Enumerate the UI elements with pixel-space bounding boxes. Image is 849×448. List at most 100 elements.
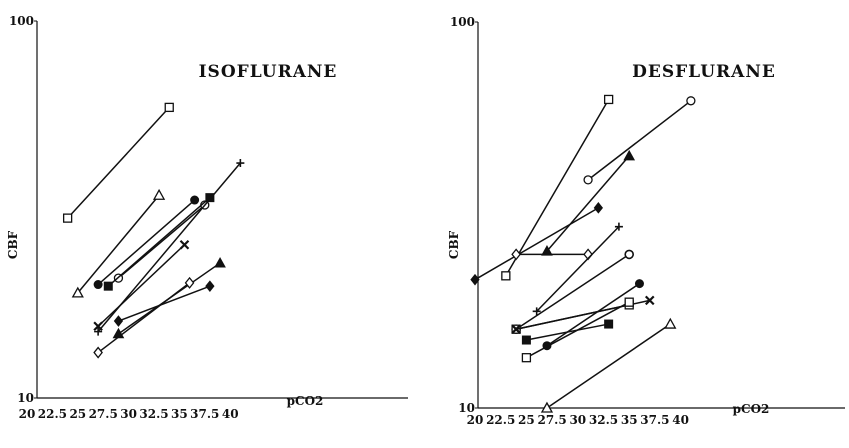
square-filled-marker: [205, 193, 215, 203]
square-filled-marker: [604, 319, 614, 329]
x-tick-label: 30: [569, 413, 586, 427]
series-line: [67, 106, 170, 219]
x-tick-label: 27.5: [89, 407, 118, 421]
series-line: [526, 301, 630, 359]
series: [540, 317, 677, 413]
x-tick-label: 22.5: [38, 407, 67, 421]
series: [62, 102, 174, 223]
square-open-marker: [62, 213, 73, 223]
series: [501, 94, 614, 281]
series: [470, 202, 604, 286]
x-tick-label: 27.5: [537, 413, 566, 427]
y-tick-label: 100: [450, 15, 475, 29]
triangle-filled-marker: [214, 257, 226, 268]
chart-title: DESFLURANE: [632, 62, 776, 82]
plus-marker: [532, 307, 541, 316]
triangle-filled-marker: [623, 149, 636, 161]
diamond-filled-marker: [593, 202, 604, 214]
diamond-filled-marker: [113, 315, 124, 327]
square-open-marker: [164, 102, 174, 113]
series: [93, 276, 195, 359]
asterisk-marker: [644, 295, 655, 306]
asterisk-marker: [179, 239, 190, 250]
x-tick-label: 40: [222, 407, 239, 421]
circle-half-marker: [624, 249, 635, 260]
series: [94, 159, 245, 336]
y-axis-label: CBF: [6, 230, 20, 259]
square-open-marker: [603, 94, 614, 105]
series-line: [97, 244, 185, 327]
circle-filled-marker: [634, 279, 644, 289]
y-tick-label: 10: [17, 391, 34, 405]
x-axis-label: pCO2: [287, 394, 324, 408]
x-tick-label: 35: [621, 413, 638, 427]
square-open-marker: [624, 297, 634, 307]
x-tick-label: 37.5: [190, 407, 219, 421]
series-line: [536, 226, 620, 312]
series: [113, 280, 215, 327]
x-tick-label: 30: [120, 407, 137, 421]
diamond-filled-marker: [470, 273, 480, 286]
series-line: [587, 100, 692, 181]
circle-open-marker: [583, 175, 593, 185]
series-line: [77, 194, 160, 294]
x-tick-label: 40: [672, 413, 689, 427]
x-tick-label: 32.5: [589, 413, 618, 427]
plus-marker: [614, 222, 623, 231]
triangle-open-marker: [71, 286, 84, 298]
chart-title: ISOFLURANE: [199, 62, 338, 82]
x-tick-label: 20: [19, 407, 36, 421]
series: [103, 193, 215, 291]
series: [532, 222, 623, 316]
diamond-open-marker: [93, 346, 103, 359]
series-line: [505, 99, 610, 277]
x-tick-label: 25: [518, 413, 535, 427]
diamond-open-marker: [511, 248, 521, 261]
plus-marker: [236, 159, 245, 168]
series-line: [107, 197, 211, 287]
circle-open-marker: [686, 96, 696, 106]
square-open-marker: [501, 271, 511, 281]
x-tick-label: 35: [171, 407, 188, 421]
circle-filled-marker: [93, 280, 103, 290]
series-line: [97, 282, 191, 354]
series-line: [546, 155, 630, 252]
series-line: [117, 204, 206, 279]
series-line: [97, 199, 196, 286]
series: [93, 195, 200, 290]
asterisk-marker: [511, 324, 521, 334]
diamond-filled-marker: [205, 280, 215, 292]
series: [541, 149, 636, 256]
triangle-open-marker: [152, 188, 166, 200]
triangle-open-marker: [540, 401, 554, 413]
x-tick-label: 20: [467, 413, 484, 427]
x-tick-label: 25: [69, 407, 86, 421]
series: [71, 188, 166, 298]
series-line: [474, 207, 599, 281]
y-axis-label: CBF: [447, 230, 461, 259]
series-line: [97, 162, 241, 333]
circle-filled-marker: [190, 195, 200, 205]
series-line: [515, 253, 630, 330]
series-line: [546, 283, 640, 347]
series-line: [118, 285, 211, 322]
square-filled-marker: [521, 335, 531, 345]
series: [583, 96, 696, 185]
series: [521, 297, 634, 363]
x-axis-label: pCO2: [733, 402, 770, 416]
triangle-open-marker: [664, 317, 677, 329]
series: [511, 249, 635, 335]
plus-marker: [94, 327, 103, 336]
square-filled-marker: [103, 281, 113, 291]
y-tick-label: 100: [9, 14, 34, 28]
series: [113, 200, 210, 283]
y-tick-label: 10: [458, 401, 475, 415]
series-line: [546, 323, 671, 409]
x-tick-label: 37.5: [640, 413, 669, 427]
x-tick-label: 22.5: [486, 413, 515, 427]
x-tick-label: 32.5: [139, 407, 168, 421]
square-open-marker: [521, 353, 532, 363]
